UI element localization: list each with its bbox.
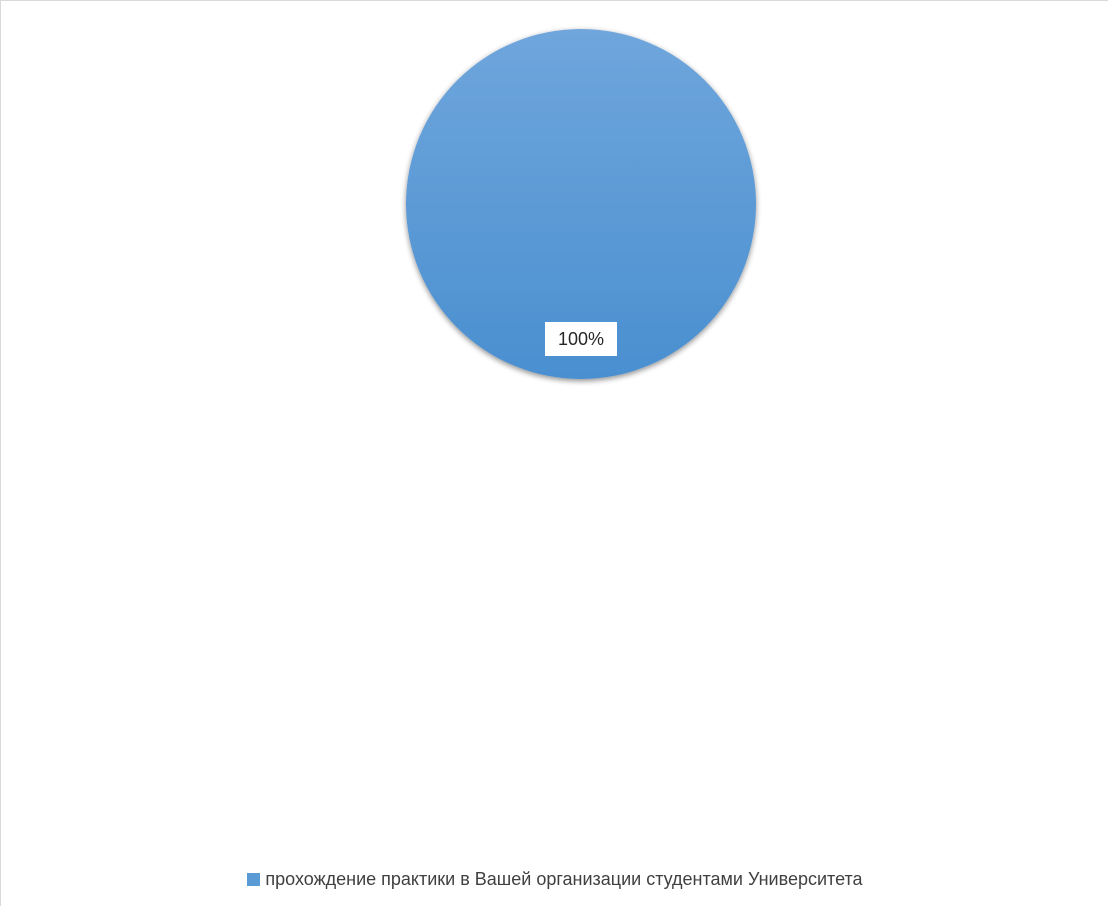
legend-label: прохождение практики в Вашей организации… xyxy=(265,869,862,890)
legend: прохождение практики в Вашей организации… xyxy=(1,867,1108,891)
data-label: 100% xyxy=(545,322,617,356)
legend-entry: прохождение практики в Вашей организации… xyxy=(247,869,862,890)
legend-swatch xyxy=(247,873,260,886)
data-label-text: 100% xyxy=(558,329,604,349)
